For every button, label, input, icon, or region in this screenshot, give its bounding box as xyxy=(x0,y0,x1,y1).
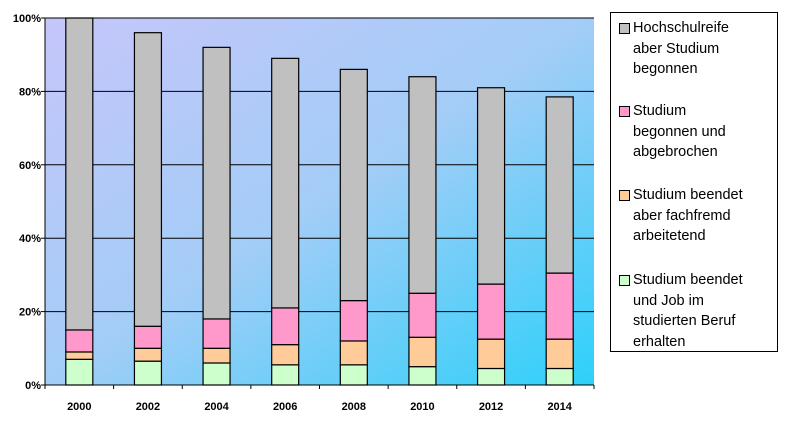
x-tick-label: 2012 xyxy=(479,401,503,413)
legend-label: Studium beendet aber fachfremd arbeitete… xyxy=(633,187,743,244)
bar-segment xyxy=(271,364,300,386)
bar-segment xyxy=(408,292,437,338)
bar-segment xyxy=(545,367,574,386)
plot-area xyxy=(45,18,594,385)
legend-label: Hochschulreife aber Studium begonnen xyxy=(633,20,729,77)
legend: Hochschulreife aber Studium begonnen Stu… xyxy=(610,12,778,352)
bar-segment xyxy=(133,360,163,386)
bar-segment xyxy=(133,325,163,349)
legend-label: Studium begonnen und abgebrochen xyxy=(633,103,726,160)
bars xyxy=(65,17,574,386)
bar-segment xyxy=(545,338,574,370)
bar-segment xyxy=(65,351,94,360)
bar-segment xyxy=(271,307,300,346)
bar-segment xyxy=(476,283,506,340)
bar-segment xyxy=(408,366,437,386)
y-tick-label: 60% xyxy=(19,160,41,172)
x-tick-label: 2014 xyxy=(547,401,572,413)
bar-segment xyxy=(202,362,231,386)
legend-swatch xyxy=(619,23,630,34)
bar-segment xyxy=(408,336,437,368)
x-tick-label: 2000 xyxy=(67,401,91,413)
legend-swatch xyxy=(619,106,630,117)
bar-segment xyxy=(545,272,574,340)
bar-segment xyxy=(202,46,231,320)
bar-segment xyxy=(271,344,300,366)
x-tick-label: 2006 xyxy=(273,401,297,413)
bar-segment xyxy=(133,32,163,327)
x-tick-label: 2010 xyxy=(410,401,434,413)
bar-segment xyxy=(65,358,94,386)
bar-segment xyxy=(65,17,94,331)
bar-segment xyxy=(133,347,163,362)
legend-swatch xyxy=(619,190,630,201)
bar-segment xyxy=(476,338,506,370)
y-tick-label: 0% xyxy=(25,380,41,392)
bar-segment xyxy=(339,68,368,302)
x-tick-label: 2004 xyxy=(204,401,229,413)
bar-segment xyxy=(339,299,368,342)
bar-segment xyxy=(408,76,437,294)
bar-segment xyxy=(476,87,506,285)
bar-segment xyxy=(202,347,231,364)
x-tick-label: 2002 xyxy=(136,401,160,413)
bar-segment xyxy=(476,367,506,386)
legend-swatch xyxy=(619,275,630,286)
bar-segment xyxy=(339,364,368,386)
legend-label: Studium beendet und Job im studierten Be… xyxy=(633,272,743,350)
y-tick-label: 100% xyxy=(13,13,41,25)
y-tick-label: 20% xyxy=(19,307,41,319)
bar-segment xyxy=(65,329,94,353)
x-tick-label: 2008 xyxy=(342,401,366,413)
y-tick-label: 80% xyxy=(19,86,41,98)
bar-segment xyxy=(339,340,368,366)
axes: 0% 20% 40% 60% 80% 100% 2000 2002 2004 2006 2008 20… xyxy=(13,13,595,413)
bar-segment xyxy=(202,318,231,349)
bar-segment xyxy=(271,57,300,309)
bar-segment xyxy=(545,96,574,274)
y-tick-label: 40% xyxy=(19,233,41,245)
